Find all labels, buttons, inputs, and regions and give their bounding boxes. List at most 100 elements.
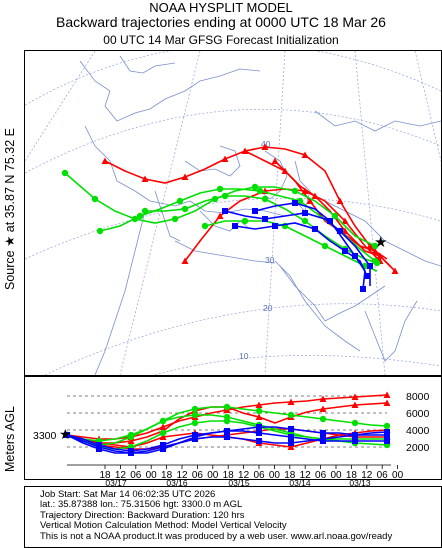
source-star-icon: ★ [374,233,387,251]
height-trajectory-8-marker [192,436,198,442]
map-trajectory-4-marker [171,215,179,223]
date-labels: 03/17 03/16 03/15 03/14 03/13 [24,478,442,488]
map-trajectory-0-marker [366,242,374,249]
hour-tick-label: 12 [176,470,188,479]
height-trajectory-5-marker [191,411,199,419]
hour-tick-label: 18 [284,470,296,479]
height-trajectory-1-marker [255,413,263,420]
map-trajectory-7-marker [241,217,249,225]
height-tick-4000: 4000 [406,425,430,437]
lat-label-40: 40 [261,139,271,149]
height-trajectory-9-marker [384,438,390,444]
map-trajectories [61,143,399,292]
height-trajectory-9-marker [320,438,326,444]
source-label: Source ★ at 35.87 N 75.32 E [3,128,17,290]
height-axis-title-panel: Meters AGL [0,376,24,480]
disclaimer: This is not a NOAA product.It was produc… [40,530,393,542]
map-trajectory-7-line [204,220,378,272]
height-trajectory-7-marker [320,430,326,436]
hour-tick-label: 06 [130,470,142,479]
hour-ticks: 18 12 06 00 18 12 06 00 18 12 06 00 18 12 06 00 18 12 06 00 [99,465,404,481]
map-trajectory-0-marker [391,267,399,274]
height-trajectory-9-marker [160,442,166,448]
map-trajectory-4-marker [331,212,339,220]
map-trajectory-0-marker [336,197,344,204]
height-trajectory-4-marker [287,411,295,419]
height-trajectory-4-marker [191,405,199,413]
job-start: Job Start: Sat Mar 14 06:02:35 UTC 2026 [40,489,216,500]
hour-tick-label: 00 [392,470,404,479]
height-tick-6000: 6000 [406,408,430,420]
hour-tick-label: 00 [330,470,342,479]
height-timeseries: 8000 6000 4000 2000 3300 ★ 18 12 06 00 18 12 0… [33,391,430,481]
hour-tick-label: 18 [99,470,111,479]
map-trajectory-3-marker [306,197,314,204]
height-trajectory-6-marker [159,429,167,437]
map-trajectory [101,143,399,274]
hour-tick-label: 00 [269,470,281,479]
map-trajectory-4-marker [291,187,299,195]
map-trajectory-8-line [224,210,371,286]
height-trajectory-0-marker [287,398,295,405]
map-trajectory-7-marker [201,222,209,230]
height-tick-2000: 2000 [406,442,430,454]
height-trajectory-8-marker [256,438,262,444]
map-trajectory-8-marker [262,216,268,222]
height-trajectory-9-marker [128,448,134,454]
height-trajectory-5-marker [127,433,135,441]
height-trajectory-4-marker [223,403,231,411]
map-trajectory-5-marker [96,227,104,235]
model-name: NOAA HYSPLIT MODEL [149,0,293,15]
map-trajectory-10-marker [360,286,366,292]
height-trajectory-0-marker [159,423,167,430]
height-trajectory-1-marker [383,399,391,406]
hour-tick-label: 12 [238,470,250,479]
source-label-panel: Source ★ at 35.87 N 75.32 E [0,50,24,376]
map-trajectory-0-marker [261,143,269,150]
height-trajectory-0-marker [383,391,391,398]
hour-tick-label: 06 [315,470,327,479]
height-trajectory-9-marker [224,428,230,434]
source-coords: lat.: 35.87388 lon.: 75.31506 hgt: 3300.… [40,499,243,511]
map-trajectory-0-marker [181,173,189,180]
height-trajectory [64,428,390,454]
map-trajectory-3-marker [371,247,379,254]
map-trajectory-0-marker [301,151,309,158]
map-trajectory-0-marker [101,157,109,164]
lat-label-10: 10 [239,351,249,361]
map-trajectory-9-marker [364,273,370,279]
height-trajectory-4-marker [351,419,359,427]
map-trajectory-6-marker [301,217,309,225]
trajectory-map: 10 20 30 40 ★ [24,43,442,376]
map-trajectory-0-marker [221,155,229,162]
height-trajectory-2-marker [287,443,295,450]
height-axis-title: Meters AGL [3,406,17,472]
vertical-motion-method: Vertical Motion Calculation Method: Mode… [40,520,287,532]
height-trajectory-0-marker [351,393,359,400]
map-trajectory-8-marker [222,208,228,214]
map-trajectory-6-marker [261,195,269,203]
height-trajectory-7-marker [256,424,262,430]
height-trajectory-0-marker [319,395,327,402]
height-trajectory-9-marker [64,432,70,438]
height-tick-8000: 8000 [406,391,430,403]
map-trajectory-10-marker [292,200,298,206]
map-trajectory-10-marker [327,218,333,224]
lat-label-20: 20 [263,303,273,313]
map-trajectory-6-marker [221,192,229,200]
map-trajectory-7-marker [321,242,329,250]
height-trajectory-1-marker [351,401,359,408]
height-trajectory-8-marker [288,440,294,446]
map-trajectory [222,208,373,286]
map-trajectory-5-marker [256,187,264,195]
map-trajectory-1-marker [341,227,349,234]
map-trajectory-9-marker [272,223,278,229]
height-trajectory-9-marker [288,434,294,440]
height-trajectory-8-marker [224,434,230,440]
hour-tick-label: 06 [253,470,265,479]
map-trajectory-5-marker [216,185,224,193]
height-trajectory-1-marker [127,437,135,444]
map-trajectory-1-marker [376,252,384,259]
height-gridlines [67,395,387,448]
